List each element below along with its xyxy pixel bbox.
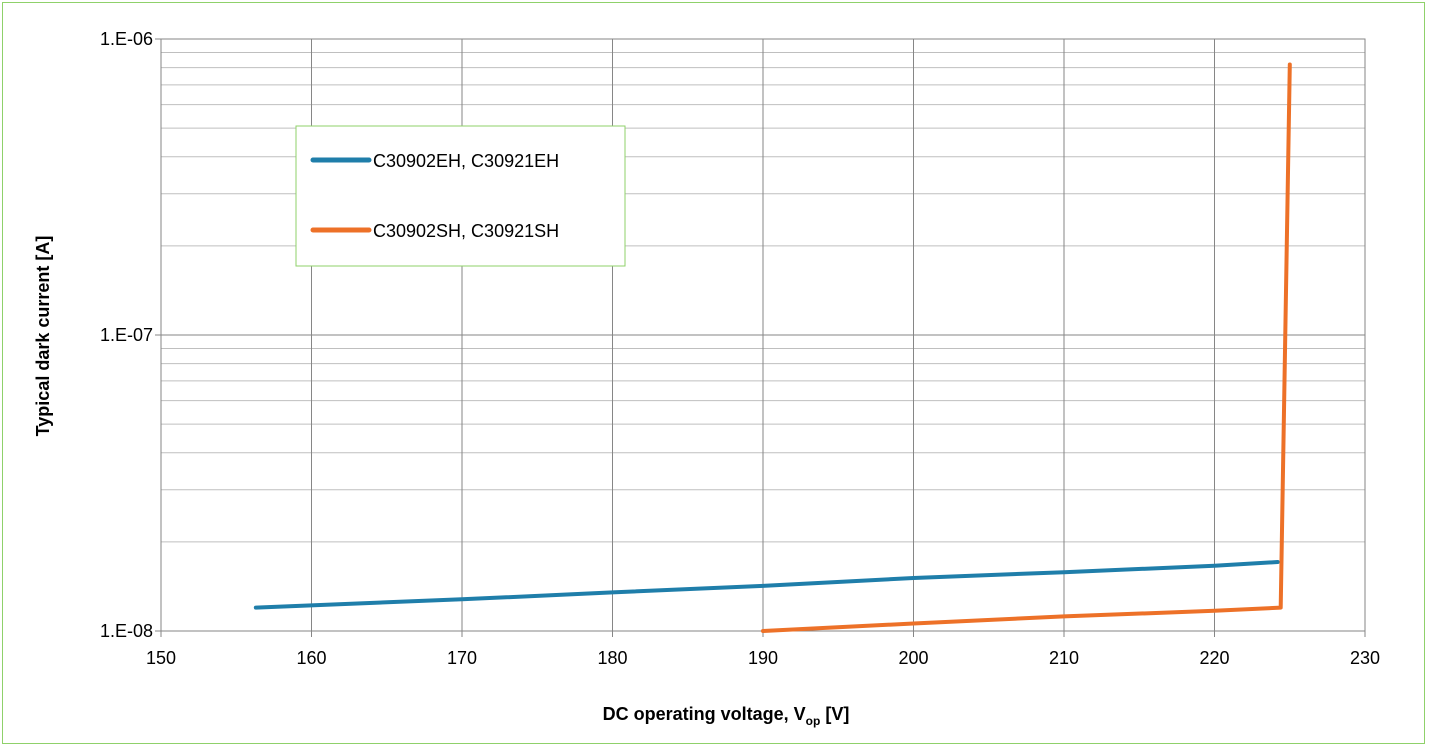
x-tick-label: 150 <box>146 648 176 668</box>
y-axis-title: Typical dark current [A] <box>33 236 53 437</box>
legend-box <box>295 125 626 267</box>
x-tick-label: 170 <box>447 648 477 668</box>
dark-current-chart: 150 160 170 180 190 200 210 220 230 1.E-08 1.E-07… <box>33 29 1380 728</box>
x-tick-label: 190 <box>748 648 778 668</box>
x-tick-label: 200 <box>898 648 928 668</box>
x-tick-label: 230 <box>1350 648 1380 668</box>
y-tick-label: 1.E-06 <box>100 29 153 49</box>
y-tick-label: 1.E-08 <box>100 621 153 641</box>
x-axis-title: DC operating voltage, Vop [V] <box>603 704 850 728</box>
x-axis-ticks: 150 160 170 180 190 200 210 220 230 <box>146 631 1380 668</box>
x-tick-label: 160 <box>296 648 326 668</box>
legend-label-eh: C30902EH, C30921EH <box>373 151 559 171</box>
legend: C30902EH, C30921EH C30902SH, C30921SH <box>295 125 626 267</box>
x-axis-title-subscript: op <box>806 714 821 728</box>
series-layer <box>253 62 1292 633</box>
x-tick-label: 180 <box>597 648 627 668</box>
series-line-1 <box>761 62 1292 633</box>
y-axis-ticks: 1.E-08 1.E-07 1.E-06 <box>100 29 161 641</box>
x-tick-label: 220 <box>1199 648 1229 668</box>
x-tick-label: 210 <box>1049 648 1079 668</box>
x-axis-title-main: DC operating voltage, V <box>603 704 806 724</box>
y-tick-label: 1.E-07 <box>100 325 153 345</box>
legend-label-sh: C30902SH, C30921SH <box>373 221 559 241</box>
x-axis-title-unit: [V] <box>820 704 849 724</box>
series-line-0 <box>253 560 1280 610</box>
